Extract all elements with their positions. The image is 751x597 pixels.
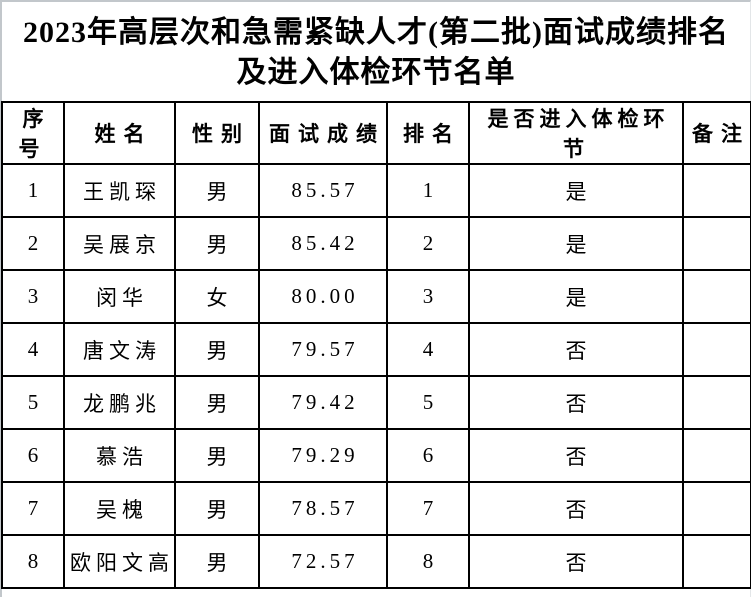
cell-name: 慕浩	[63, 428, 176, 483]
cell-score: 79.29	[258, 428, 388, 483]
cell-medical-exam: 是	[468, 163, 684, 218]
cell-remark	[682, 534, 751, 589]
cell-name: 吴槐	[63, 481, 176, 536]
cell-rank: 2	[386, 216, 470, 271]
cell-serial-number: 7	[1, 481, 65, 536]
cell-medical-exam: 是	[468, 269, 684, 324]
cell-remark	[682, 163, 751, 218]
cell-gender: 男	[174, 534, 260, 589]
cell-gender: 男	[174, 375, 260, 430]
table-row-8: 8 欧阳文高 男 72.57 8 否	[1, 534, 751, 589]
cell-score: 79.42	[258, 375, 388, 430]
cell-serial-number: 8	[1, 534, 65, 589]
table-row-6: 6 慕浩 男 79.29 6 否	[1, 428, 751, 483]
cell-remark	[682, 269, 751, 324]
table-row-2: 2 吴展京 男 85.42 2 是	[1, 216, 751, 271]
cell-gender: 男	[174, 481, 260, 536]
cell-name: 龙鹏兆	[63, 375, 176, 430]
col-header-rank: 排名	[386, 101, 470, 165]
header-row: 序号 姓名 性别 面试成绩 排名 是否进入体检环节 备注	[1, 101, 751, 165]
table-row-4: 4 唐文涛 男 79.57 4 否	[1, 322, 751, 377]
cell-name: 闵华	[63, 269, 176, 324]
cell-score: 72.57	[258, 534, 388, 589]
cell-rank: 4	[386, 322, 470, 377]
col-header-medical-exam: 是否进入体检环节	[468, 101, 684, 165]
cell-gender: 男	[174, 322, 260, 377]
cell-medical-exam: 否	[468, 428, 684, 483]
cell-rank: 3	[386, 269, 470, 324]
cell-rank: 7	[386, 481, 470, 536]
cell-rank: 8	[386, 534, 470, 589]
cell-remark	[682, 322, 751, 377]
table-row-1: 1 王凯琛 男 85.57 1 是	[1, 163, 751, 218]
cell-serial-number: 3	[1, 269, 65, 324]
table-row-3: 3 闵华 女 80.00 3 是	[1, 269, 751, 324]
cell-serial-number: 6	[1, 428, 65, 483]
table-header: 序号 姓名 性别 面试成绩 排名 是否进入体检环节 备注	[1, 101, 751, 165]
cell-remark	[682, 216, 751, 271]
page-title: 2023年高层次和急需紧缺人才(第二批)面试成绩排名 及进入体检环节名单	[23, 15, 729, 89]
cell-serial-number: 1	[1, 163, 65, 218]
cell-score: 79.57	[258, 322, 388, 377]
cell-remark	[682, 481, 751, 536]
cell-gender: 男	[174, 216, 260, 271]
cell-gender: 男	[174, 428, 260, 483]
col-header-interview-score: 面试成绩	[258, 101, 388, 165]
cell-name: 王凯琛	[63, 163, 176, 218]
interview-score-table: 序号 姓名 性别 面试成绩 排名 是否进入体检环节 备注 1 王凯琛 男 85.…	[1, 101, 751, 589]
table-row-5: 5 龙鹏兆 男 79.42 5 否	[1, 375, 751, 430]
col-header-serial-number: 序号	[1, 101, 65, 165]
cell-medical-exam: 否	[468, 322, 684, 377]
cell-medical-exam: 否	[468, 481, 684, 536]
table-row-7: 7 吴槐 男 78.57 7 否	[1, 481, 751, 536]
col-header-gender: 性别	[174, 101, 260, 165]
cell-rank: 5	[386, 375, 470, 430]
cell-name: 欧阳文高	[63, 534, 176, 589]
cell-score: 85.42	[258, 216, 388, 271]
cell-serial-number: 5	[1, 375, 65, 430]
cell-name: 唐文涛	[63, 322, 176, 377]
cell-name: 吴展京	[63, 216, 176, 271]
cell-medical-exam: 否	[468, 375, 684, 430]
cell-score: 78.57	[258, 481, 388, 536]
cell-score: 85.57	[258, 163, 388, 218]
cell-remark	[682, 428, 751, 483]
cell-serial-number: 2	[1, 216, 65, 271]
table-body: 1 王凯琛 男 85.57 1 是 2 吴展京 男 85.42 2 是 3 闵华…	[1, 163, 751, 589]
cell-remark	[682, 375, 751, 430]
cell-serial-number: 4	[1, 322, 65, 377]
col-header-remark: 备注	[682, 101, 751, 165]
cell-rank: 6	[386, 428, 470, 483]
cell-rank: 1	[386, 163, 470, 218]
cell-gender: 男	[174, 163, 260, 218]
cell-gender: 女	[174, 269, 260, 324]
cell-score: 80.00	[258, 269, 388, 324]
cell-medical-exam: 否	[468, 534, 684, 589]
cell-medical-exam: 是	[468, 216, 684, 271]
col-header-name: 姓名	[63, 101, 176, 165]
